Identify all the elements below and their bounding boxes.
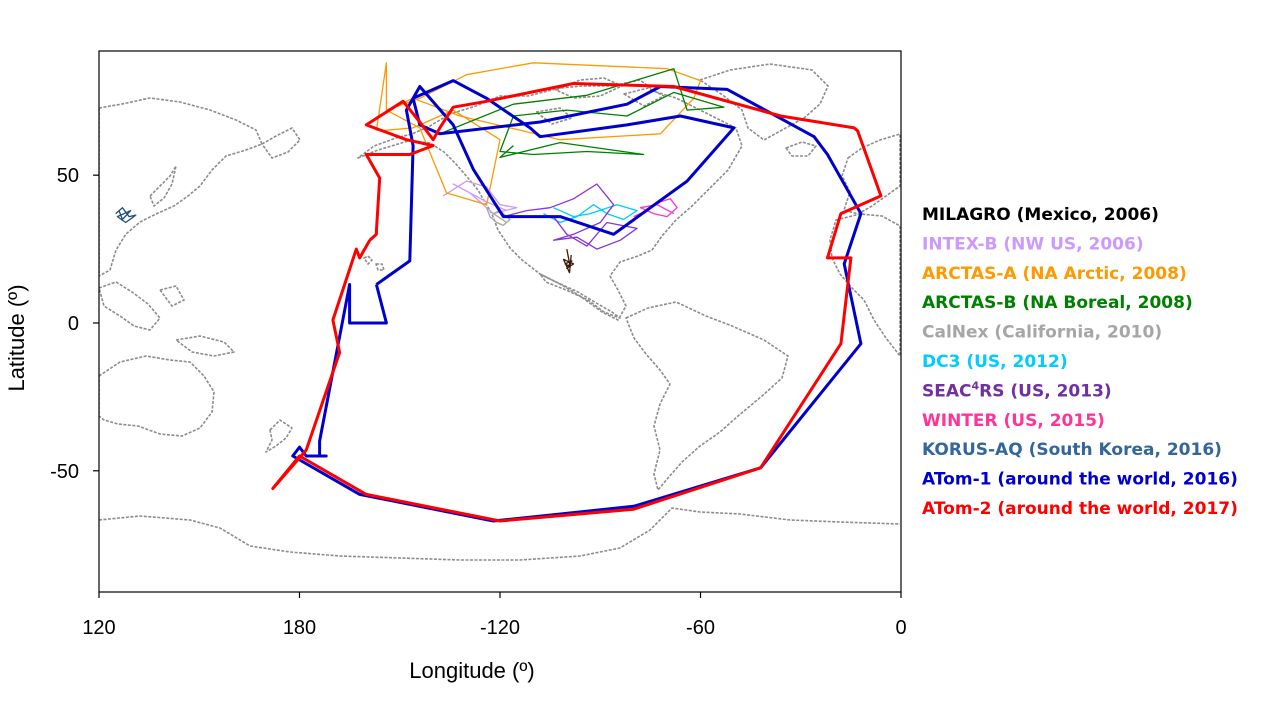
- coastline-japan: [149, 165, 177, 207]
- coastline-se-asia: [99, 281, 185, 331]
- legend-entry-intex-b: INTEX-B (NW US, 2006): [922, 234, 1144, 254]
- flight-track-atom-2: [271, 82, 883, 523]
- legend-entry-arctas-a: ARCTAS-A (NA Arctic, 2008): [922, 264, 1187, 284]
- coastline-asia: [99, 97, 263, 277]
- x-axis-title: Longitude (º): [409, 658, 534, 683]
- flight-track-milagro: [562, 248, 575, 274]
- x-tick-label: 120: [82, 617, 115, 639]
- coastline-europe: [841, 133, 901, 215]
- x-axis: 120 180 -120 -60 0: [82, 592, 907, 639]
- legend-entry-calnex: CalNex (California, 2010): [922, 323, 1162, 343]
- legend: MILAGRO (Mexico, 2006) INTEX-B (NW US, 20…: [922, 205, 1238, 519]
- x-tick-label: -120: [480, 617, 520, 639]
- plot-frame: [98, 50, 902, 593]
- coastline-south-america: [625, 301, 789, 491]
- legend-entry-seac-rs: SEAC4RS (US, 2013): [922, 379, 1112, 401]
- coastline-greenland: [699, 63, 829, 141]
- y-axis: 50 0 -50: [50, 165, 99, 483]
- y-tick-label: 0: [68, 313, 79, 335]
- x-tick-label: 180: [283, 617, 316, 639]
- coastline-hawaii: [363, 255, 385, 271]
- x-tick-label: 0: [895, 617, 906, 639]
- coastline-central-america: [539, 273, 621, 319]
- y-axis-title: Latitude (º): [4, 284, 29, 391]
- coastline-australia: [99, 355, 215, 437]
- legend-entry-atom-1: ATom-1 (around the world, 2016): [922, 470, 1238, 490]
- flight-track-intex-b: [442, 180, 518, 215]
- flight-track-calnex: [485, 207, 511, 227]
- legend-entry-milagro: MILAGRO (Mexico, 2006): [922, 205, 1159, 225]
- legend-entry-atom-2: ATom-2 (around the world, 2017): [922, 499, 1238, 519]
- coastline-new-zealand: [265, 419, 293, 453]
- flight-track-atom-1: [291, 79, 863, 523]
- legend-entry-arctas-b: ARCTAS-B (NA Boreal, 2008): [922, 293, 1193, 313]
- coastline-layer: [99, 63, 901, 561]
- coastline-iceland: [785, 141, 817, 157]
- coastline-north-america: [357, 79, 743, 321]
- y-tick-label: 50: [57, 165, 79, 187]
- x-tick-label: -60: [686, 617, 715, 639]
- flight-track-arctas-b: [439, 68, 725, 159]
- legend-entry-korus-aq: KORUS-AQ (South Korea, 2016): [922, 440, 1222, 460]
- coastline-antarctica: [99, 507, 901, 561]
- flight-tracks-layer: [115, 62, 883, 523]
- flight-track-dc3: [543, 204, 638, 224]
- legend-entry-winter: WINTER (US, 2015): [922, 411, 1105, 431]
- coastline-new-guinea: [175, 335, 235, 357]
- flight-track-arctas-a: [375, 62, 702, 206]
- flight-track-korus-aq: [115, 207, 137, 224]
- y-tick-label: -50: [50, 461, 79, 483]
- coastline-kamchatka: [261, 127, 301, 159]
- legend-entry-dc3: DC3 (US, 2012): [922, 352, 1068, 372]
